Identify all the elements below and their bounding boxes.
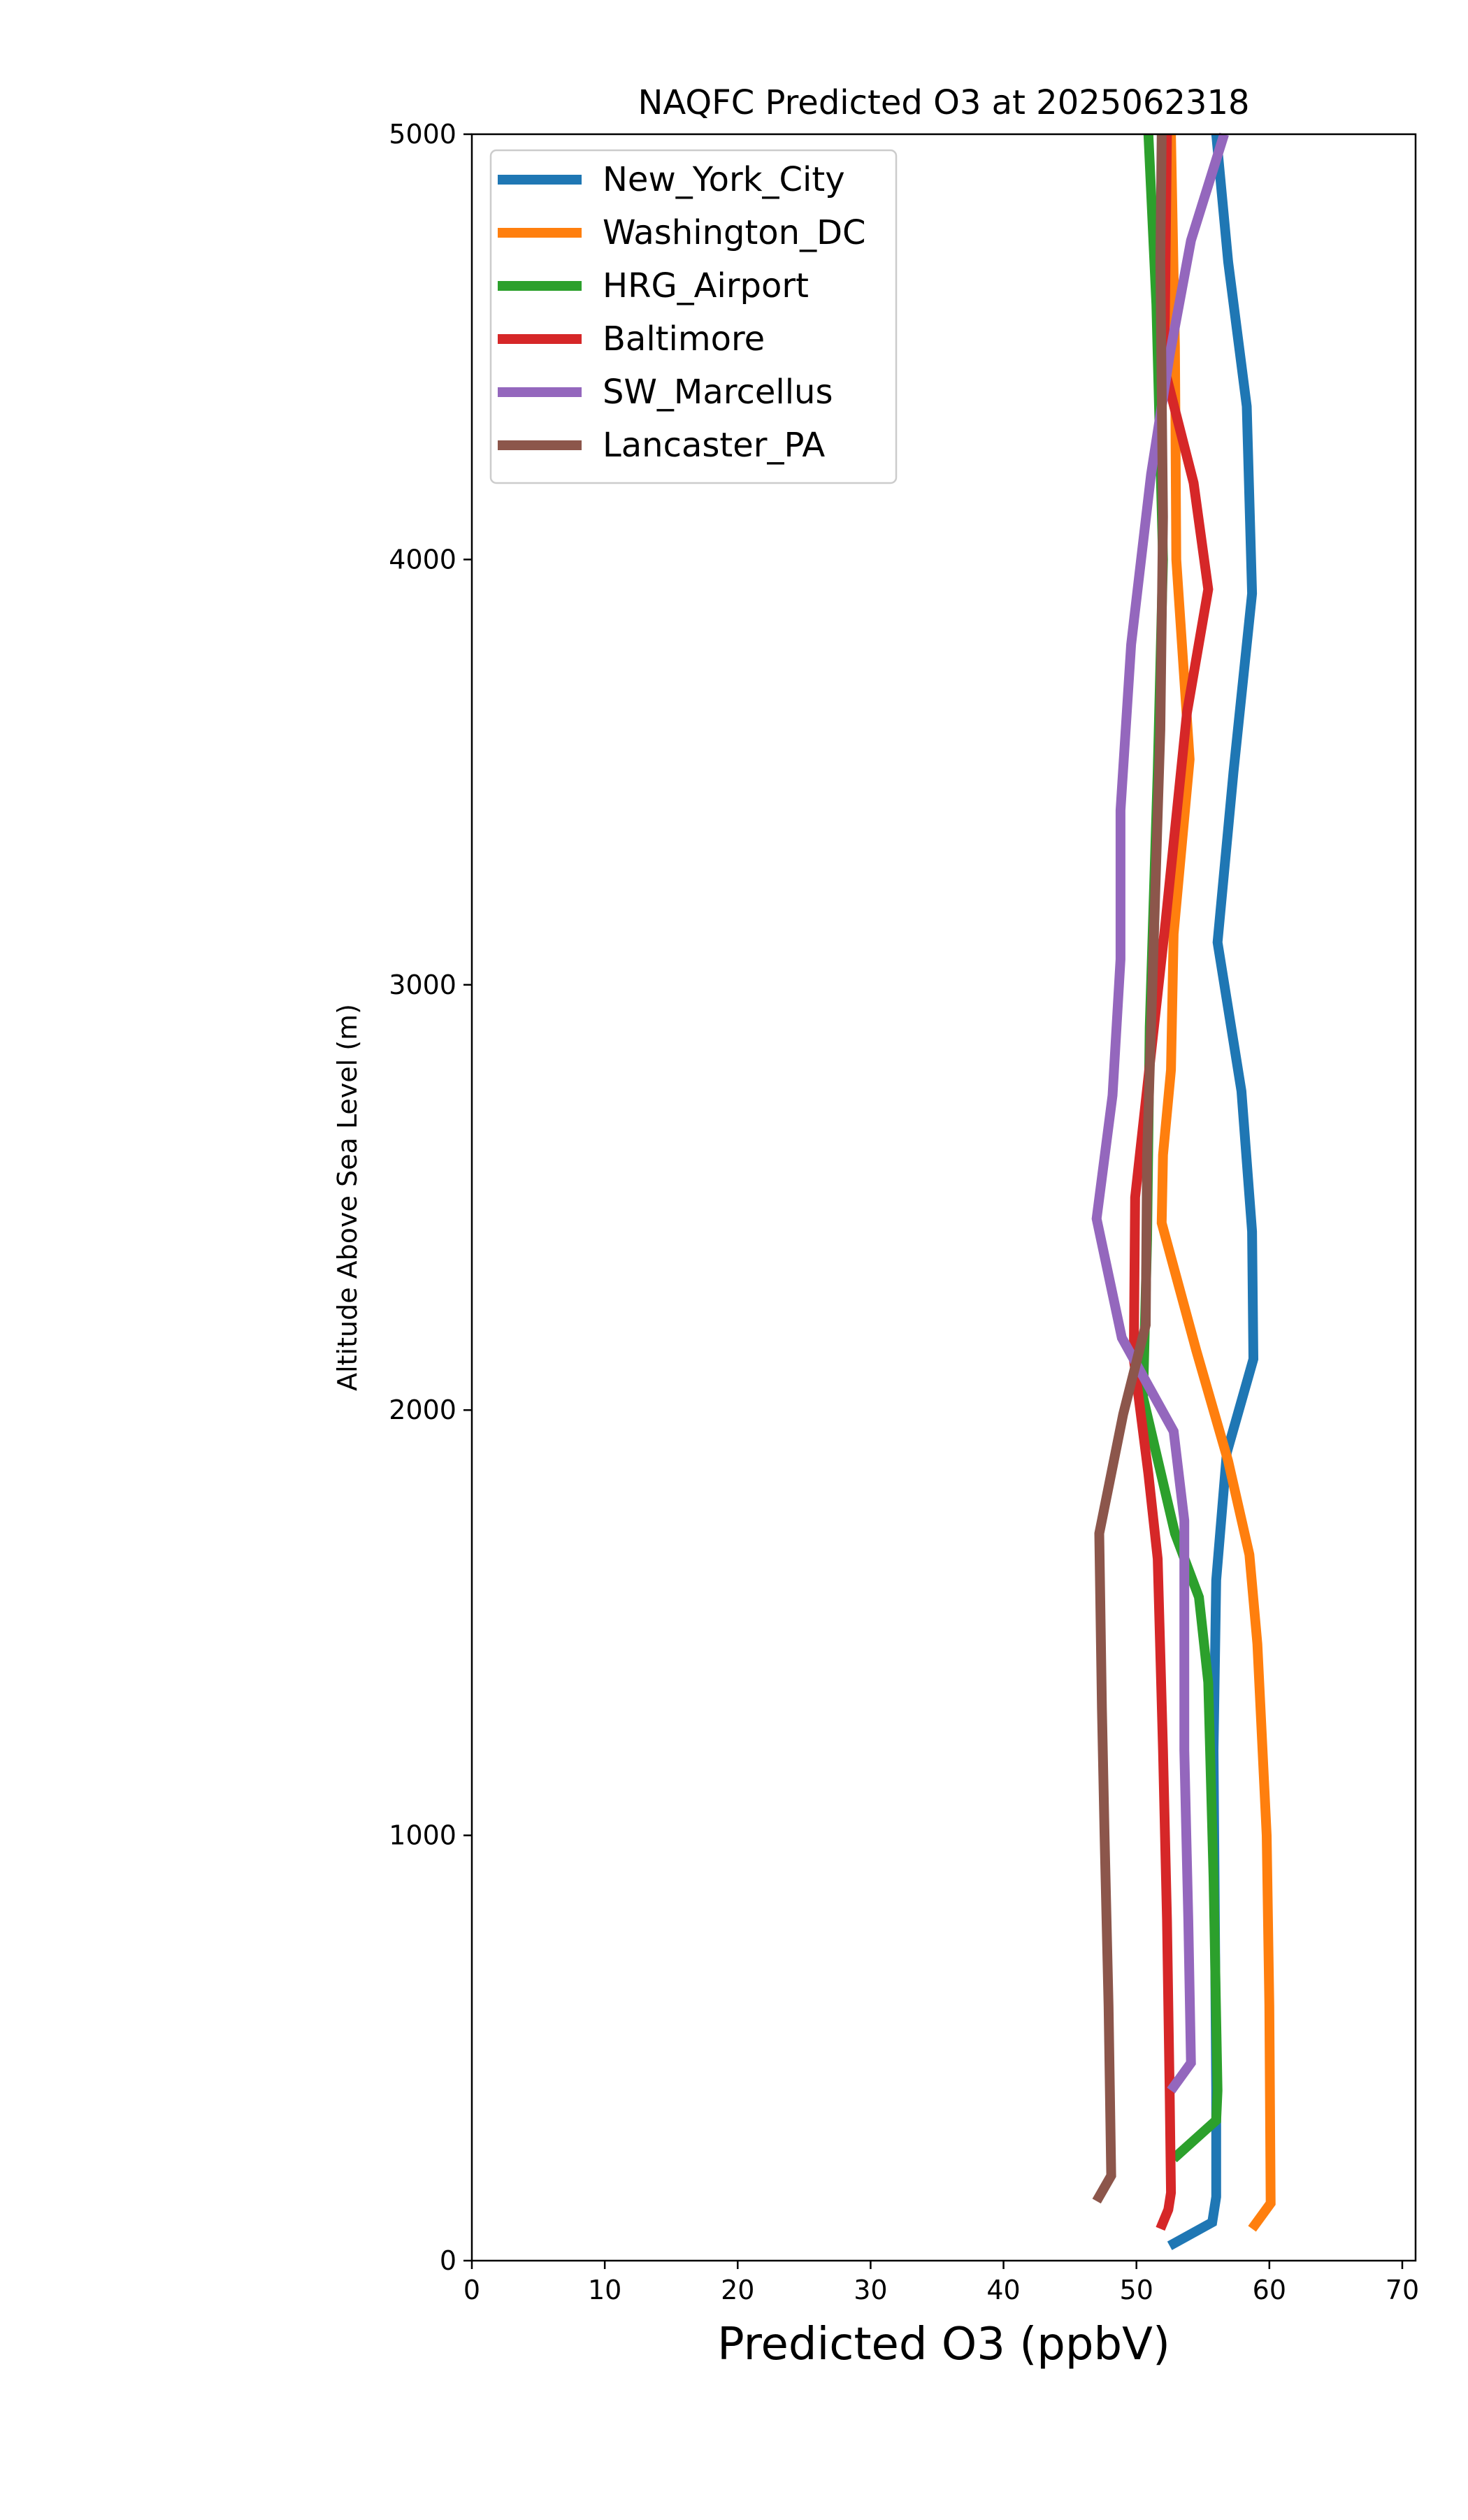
legend: New_York_City Washington_DC HRG_Airport Bal… bbox=[489, 149, 898, 484]
y-tick-label: 3000 bbox=[389, 970, 456, 1000]
legend-entry-label: SW_Marcellus bbox=[603, 373, 833, 412]
y-axis-ticks: 0 1000 2000 3000 4000 5000 bbox=[389, 119, 472, 2276]
x-axis-ticks: 0 10 20 30 40 50 60 70 bbox=[463, 2261, 1419, 2305]
legend-entry-label: Washington_DC bbox=[603, 213, 866, 252]
legend-box bbox=[489, 149, 898, 484]
x-tick-label: 30 bbox=[854, 2275, 887, 2305]
x-axis-label: Predicted O3 (ppbV) bbox=[717, 2319, 1170, 2370]
x-tick-label: 50 bbox=[1120, 2275, 1153, 2305]
x-tick-label: 40 bbox=[986, 2275, 1020, 2305]
x-tick-label: 20 bbox=[721, 2275, 754, 2305]
y-tick-label: 2000 bbox=[389, 1395, 456, 1425]
y-tick-label: 1000 bbox=[389, 1820, 456, 1851]
series-line-baltimore bbox=[1128, 134, 1214, 2231]
legend-entry-label: HRG_Airport bbox=[603, 266, 809, 305]
legend-entry-label: New_York_City bbox=[603, 160, 845, 199]
series-line-lancaster-pa bbox=[1092, 134, 1168, 2204]
series-line-washington-dc bbox=[1156, 134, 1276, 2232]
x-tick-label: 0 bbox=[463, 2275, 480, 2305]
series-layer bbox=[1091, 132, 1276, 2250]
y-tick-label: 4000 bbox=[389, 544, 456, 575]
y-tick-label: 5000 bbox=[389, 119, 456, 150]
chart-title: NAQFC Predicted O3 at 2025062318 bbox=[638, 83, 1249, 122]
x-tick-label: 10 bbox=[588, 2275, 621, 2305]
legend-entry-label: Baltimore bbox=[603, 319, 765, 359]
y-tick-label: 0 bbox=[440, 2245, 456, 2276]
x-tick-label: 70 bbox=[1386, 2275, 1419, 2305]
plot-frame bbox=[470, 133, 1417, 2262]
x-tick-label: 60 bbox=[1253, 2275, 1286, 2305]
legend-entry-label: Lancaster_PA bbox=[603, 426, 825, 465]
y-axis-label: Altitude Above Sea Level (m) bbox=[332, 1004, 363, 1391]
